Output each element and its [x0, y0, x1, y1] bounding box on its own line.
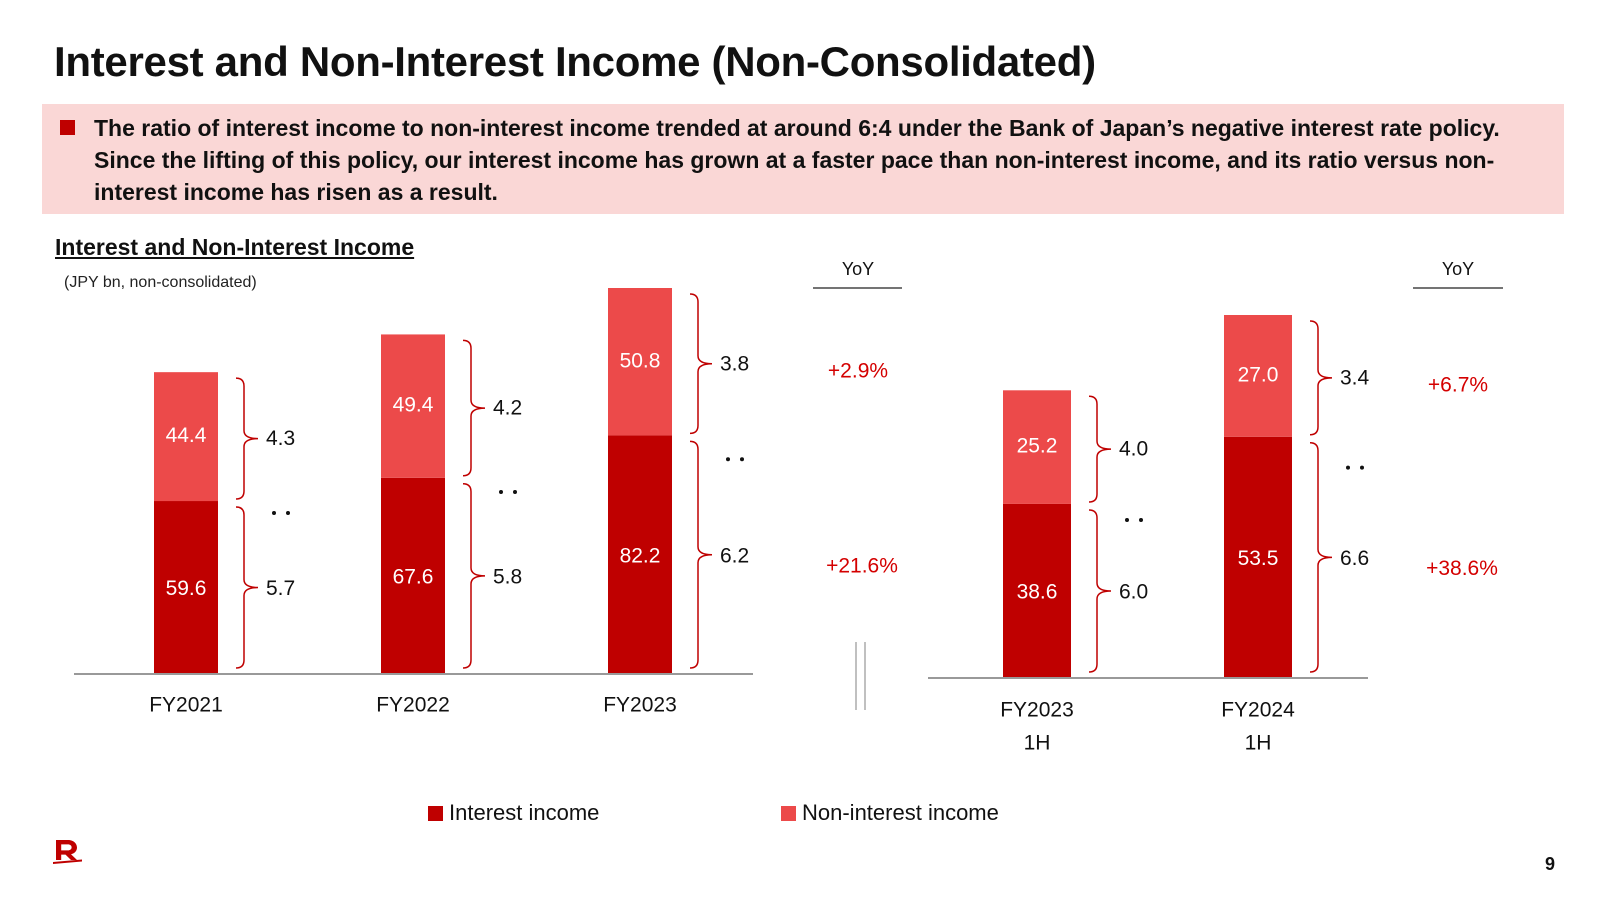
yoy-interest-1: +38.6% [1426, 557, 1498, 580]
tick-label-0-0: FY2021 [149, 694, 223, 717]
ratio-colon-dot-0-2 [740, 457, 744, 462]
bar-interest-1-1 [1224, 436, 1292, 678]
ratio-interest-0-0: 5.7 [266, 577, 295, 600]
section-title: Interest and Non-Interest Income [55, 234, 415, 260]
legend-label-interest: Interest income [449, 800, 600, 825]
brace-non-interest-0-0 [235, 377, 259, 500]
page-number: 9 [1544, 854, 1555, 874]
ratio-colon-dot-0-2 [726, 457, 730, 462]
tick-label-0-2: FY2023 [603, 694, 677, 717]
yoy-interest-0: +21.6% [826, 554, 898, 577]
bar-interest-0-2 [608, 435, 672, 674]
tick-label-1-0-0: FY2023 [1000, 699, 1074, 722]
brace-interest-0-0 [235, 506, 259, 669]
yoy-non-interest-1: +6.7% [1428, 373, 1488, 396]
ratio-colon-dot-1-0 [1125, 518, 1129, 523]
brace-non-interest-1-0 [1088, 395, 1112, 503]
tick-label-0-1: FY2022 [376, 694, 450, 717]
tick-label-1-1-0: FY2024 [1221, 699, 1295, 722]
bar-non-interest-0-0 [154, 372, 218, 502]
data-label-non-interest-0-2: 50.8 [620, 349, 661, 372]
ratio-interest-0-2: 6.2 [720, 544, 749, 567]
data-label-non-interest-0-1: 49.4 [393, 394, 434, 417]
ratio-colon-dot-0-0 [286, 511, 290, 516]
legend-item-interest: Interest income [428, 800, 599, 826]
data-label-non-interest-1-1: 27.0 [1238, 363, 1279, 386]
brace-interest-0-1 [462, 483, 486, 669]
ratio-interest-1-1: 6.6 [1340, 547, 1369, 570]
data-label-interest-1-0: 38.6 [1017, 581, 1058, 604]
tick-label-1-1-1: 1H [1245, 732, 1272, 755]
ratio-colon-dot-1-1 [1360, 465, 1364, 470]
yoy-header-0: YoY [842, 259, 874, 279]
bar-interest-1-0 [1003, 503, 1071, 678]
brace-non-interest-0-1 [462, 339, 486, 477]
data-label-non-interest-0-0: 44.4 [166, 424, 207, 447]
brace-interest-1-0 [1088, 509, 1112, 673]
ratio-colon-dot-0-1 [513, 490, 517, 495]
rakuten-logo [52, 838, 86, 869]
legend-swatch-interest [428, 805, 443, 821]
bar-non-interest-1-1 [1224, 315, 1292, 437]
legend-item-non-interest: Non-interest income [781, 800, 999, 826]
data-label-interest-0-1: 67.6 [393, 565, 434, 588]
bar-non-interest-0-1 [381, 334, 445, 478]
bar-interest-0-0 [154, 501, 218, 674]
page-title: Interest and Non-Interest Income (Non-Co… [54, 38, 1096, 85]
legend-label-non-interest: Non-interest income [802, 800, 999, 825]
ratio-colon-dot-1-1 [1346, 465, 1350, 470]
summary-callout: The ratio of interest income to non-inte… [42, 104, 1564, 214]
rakuten-r-icon [53, 840, 82, 864]
ratio-colon-dot-0-1 [499, 490, 503, 495]
ratio-non-interest-0-1: 4.2 [493, 397, 522, 420]
ratio-colon-dot-0-0 [272, 511, 276, 516]
bar-non-interest-1-0 [1003, 390, 1071, 504]
ratio-non-interest-0-2: 3.8 [720, 352, 749, 375]
tick-label-1-0-1: 1H [1024, 732, 1051, 755]
yoy-header-1: YoY [1442, 259, 1474, 279]
brace-non-interest-1-1 [1309, 320, 1333, 436]
ratio-non-interest-1-0: 4.0 [1119, 438, 1148, 461]
unit-label: (JPY bn, non-consolidated) [64, 274, 257, 291]
ratio-non-interest-1-1: 3.4 [1340, 366, 1370, 389]
yoy-non-interest-0: +2.9% [828, 359, 888, 382]
ratio-interest-1-0: 6.0 [1119, 581, 1148, 604]
square-bullet-icon [60, 120, 75, 135]
legend-swatch-non-interest [781, 805, 796, 821]
data-label-non-interest-1-0: 25.2 [1017, 435, 1058, 458]
brace-non-interest-0-2 [689, 293, 713, 435]
data-label-interest-0-0: 59.6 [166, 577, 207, 600]
brace-interest-0-2 [689, 440, 713, 669]
ratio-non-interest-0-0: 4.3 [266, 427, 295, 450]
ratio-colon-dot-1-0 [1139, 518, 1143, 523]
ratio-interest-0-1: 5.8 [493, 565, 522, 588]
brace-interest-1-1 [1309, 442, 1333, 673]
data-label-interest-0-2: 82.2 [620, 544, 661, 567]
data-label-interest-1-1: 53.5 [1238, 547, 1279, 570]
summary-text: The ratio of interest income to non-inte… [94, 115, 1500, 205]
bar-non-interest-0-2 [608, 288, 672, 436]
bar-interest-0-1 [381, 477, 445, 674]
